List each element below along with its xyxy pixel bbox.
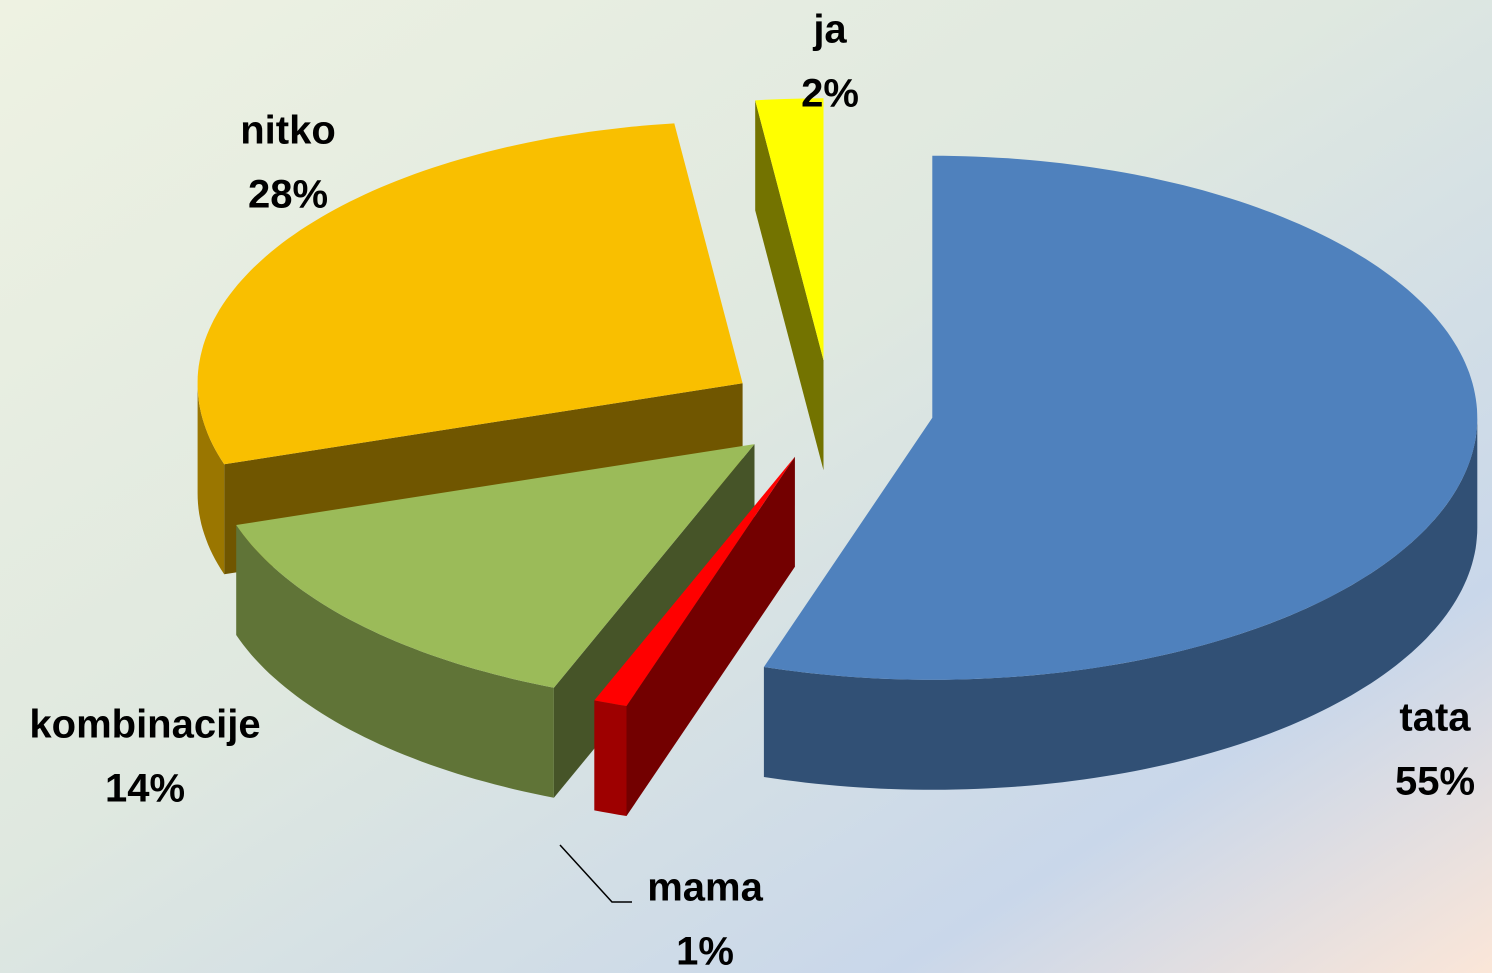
slice [763, 155, 1478, 680]
slice-side [755, 100, 824, 471]
slice [236, 444, 755, 688]
category-label: nitko [240, 109, 336, 153]
slice [197, 123, 743, 465]
slice-side [197, 383, 225, 575]
value-label: 1% [676, 930, 734, 973]
value-label: 28% [248, 173, 328, 217]
slice-side [763, 417, 1478, 790]
slice-side [626, 456, 795, 816]
value-label: 14% [105, 767, 185, 811]
leader-line [559, 844, 632, 903]
category-label: ja [812, 8, 847, 52]
category-label: kombinacije [29, 703, 260, 747]
slice-side [594, 700, 627, 816]
slice [755, 98, 824, 361]
category-label: mama [647, 866, 763, 910]
value-label: 2% [801, 72, 859, 116]
slice-side [236, 525, 554, 798]
category-label: tata [1399, 696, 1471, 740]
value-label: 55% [1395, 760, 1475, 804]
slice [594, 456, 795, 706]
